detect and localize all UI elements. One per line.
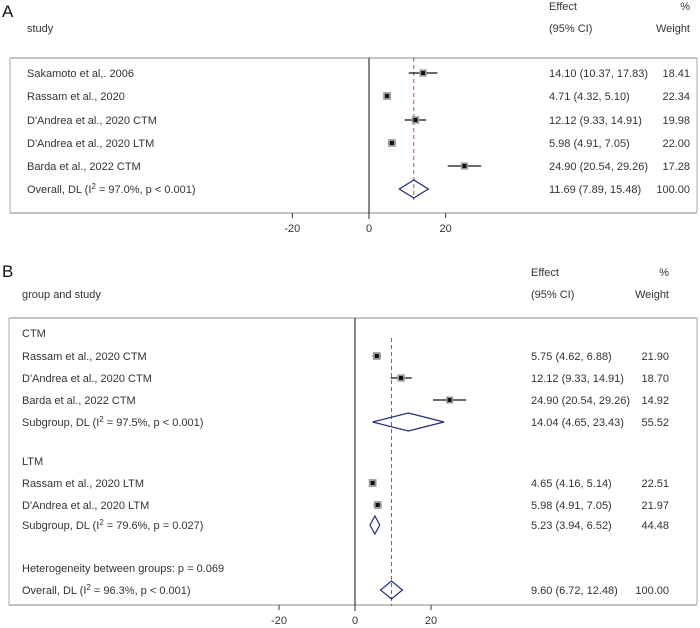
study-label: Rassam et al., 2020 <box>27 91 125 103</box>
subgroup-label: Subgroup, DL (I2 = 97.5%, p < 0.001) <box>22 415 203 429</box>
x-tick-label: -20 <box>284 223 300 235</box>
panel-label: B <box>2 262 13 281</box>
heterogeneity-text: Heterogeneity between groups: p = 0.069 <box>22 563 224 575</box>
study-label: Barda et al., 2022 CTM <box>27 161 141 173</box>
x-tick-label: -20 <box>271 615 287 627</box>
header-pct: % <box>659 267 669 279</box>
effect-ci-value: 24.90 (20.54, 29.26) <box>531 395 630 407</box>
subgroup-ci-value: 14.04 (4.65, 23.43) <box>531 417 624 429</box>
weight-value: 21.90 <box>641 351 669 363</box>
x-tick-label: 0 <box>352 615 358 627</box>
overall-ci-value: 9.60 (6.72, 12.48) <box>531 585 618 597</box>
subgroup-label-pre: Subgroup, DL (I <box>22 520 99 532</box>
overall-weight-value: 100.00 <box>656 184 690 196</box>
weight-value: 17.28 <box>662 161 690 173</box>
header-study: study <box>27 23 54 35</box>
effect-ci-value: 5.75 (4.62, 6.88) <box>531 351 612 363</box>
overall-weight-value: 100.00 <box>635 585 669 597</box>
header-effect: Effect <box>531 267 559 279</box>
subgroup-label-sup: 2 <box>99 415 104 424</box>
study-label: D'Andrea et al., 2020 CTM <box>22 373 152 385</box>
study-label: Sakamoto et al,. 2006 <box>27 68 134 80</box>
overall-label-sup: 2 <box>86 583 91 592</box>
study-label: Rassam et al., 2020 LTM <box>22 478 144 490</box>
weight-value: 14.92 <box>641 395 669 407</box>
study-label: D'Andrea et al., 2020 LTM <box>22 500 149 512</box>
effect-ci-value: 4.71 (4.32, 5.10) <box>549 91 630 103</box>
group-name: CTM <box>22 328 46 340</box>
weight-value: 22.34 <box>662 91 690 103</box>
study-label: Barda et al., 2022 CTM <box>22 395 136 407</box>
header-study: group and study <box>22 289 101 301</box>
point-estimate <box>462 164 467 168</box>
study-label: Rassam et al., 2020 CTM <box>22 351 147 363</box>
weight-value: 19.98 <box>662 115 690 127</box>
overall-ci-value: 11.69 (7.89, 15.48) <box>549 184 641 196</box>
point-estimate <box>447 398 452 402</box>
group-name: LTM <box>22 456 43 468</box>
study-label: D'Andrea et al., 2020 CTM <box>27 115 157 127</box>
overall-label-post: = 96.3%, p < 0.001) <box>91 585 191 597</box>
effect-ci-value: 12.12 (9.33, 14.91) <box>549 115 642 127</box>
subgroup-label-sup: 2 <box>99 518 104 527</box>
x-tick-label: 20 <box>440 223 452 235</box>
effect-ci-value: 4.65 (4.16, 5.14) <box>531 478 612 490</box>
effect-ci-value: 14.10 (10.37, 17.83) <box>549 68 648 80</box>
header-pct: % <box>680 1 690 13</box>
overall-diamond <box>398 179 430 199</box>
subgroup-label-post: = 97.5%, p < 0.001) <box>104 417 204 429</box>
effect-ci-value: 5.98 (4.91, 7.05) <box>531 500 612 512</box>
overall-label-post: = 97.0%, p < 0.001) <box>96 184 196 196</box>
subgroup-diamond <box>369 514 381 536</box>
subgroup-diamond <box>372 412 445 432</box>
subgroup-weight-value: 44.48 <box>641 520 669 532</box>
header-ci: (95% CI) <box>549 23 592 35</box>
point-estimate <box>375 503 380 507</box>
subgroup-weight-value: 55.52 <box>641 417 669 429</box>
weight-value: 22.00 <box>662 138 690 150</box>
subgroup-label-pre: Subgroup, DL (I <box>22 417 99 429</box>
point-estimate <box>374 354 379 358</box>
study-label: D'Andrea et al., 2020 LTM <box>27 138 154 150</box>
header-weight: Weight <box>635 289 669 301</box>
point-estimate <box>399 376 404 380</box>
panel-label: A <box>2 2 14 21</box>
effect-ci-value: 5.98 (4.91, 7.05) <box>549 138 630 150</box>
point-estimate <box>370 481 375 485</box>
weight-value: 18.70 <box>641 373 669 385</box>
header-ci: (95% CI) <box>531 289 574 301</box>
overall-label-pre: Overall, DL (I <box>22 585 86 597</box>
overall-label-sup: 2 <box>91 182 96 191</box>
point-estimate <box>413 118 418 122</box>
overall-label: Overall, DL (I2 = 97.0%, p < 0.001) <box>27 182 196 196</box>
point-estimate <box>385 94 390 98</box>
header-weight: Weight <box>656 23 690 35</box>
x-tick-label: 0 <box>366 223 372 235</box>
subgroup-label: Subgroup, DL (I2 = 79.6%, p = 0.027) <box>22 518 203 532</box>
weight-value: 18.41 <box>662 68 690 80</box>
overall-diamond <box>379 580 404 600</box>
subgroup-ci-value: 5.23 (3.94, 6.52) <box>531 520 612 532</box>
subgroup-label-post: = 79.6%, p = 0.027) <box>104 520 204 532</box>
point-estimate <box>389 141 394 145</box>
x-tick-label: 20 <box>425 615 437 627</box>
header-effect: Effect <box>549 1 577 13</box>
overall-label: Overall, DL (I2 = 96.3%, p < 0.001) <box>22 583 191 597</box>
weight-value: 21.97 <box>641 500 669 512</box>
overall-label-pre: Overall, DL (I <box>27 184 91 196</box>
weight-value: 22.51 <box>641 478 669 490</box>
point-estimate <box>421 71 426 75</box>
effect-ci-value: 12.12 (9.33, 14.91) <box>531 373 624 385</box>
effect-ci-value: 24.90 (20.54, 29.26) <box>549 161 648 173</box>
